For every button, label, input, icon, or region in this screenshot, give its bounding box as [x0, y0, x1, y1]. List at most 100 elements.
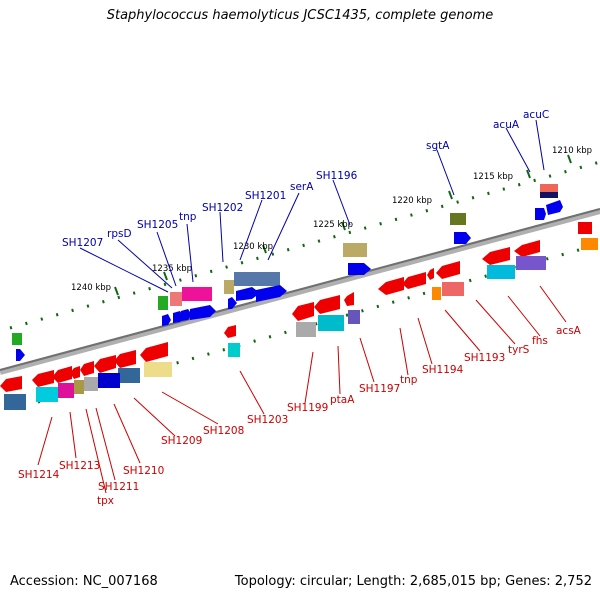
gene-label: SH1209	[161, 435, 202, 447]
gene-label: SH1194	[422, 364, 464, 376]
gene-arrow	[114, 350, 136, 368]
gene-box	[540, 184, 558, 192]
gene-label: SH1207	[62, 237, 103, 249]
top-gene-labels: acuC acuA sgtA SH1196 serA SH1201 SH1202…	[62, 109, 549, 249]
gene-box	[12, 333, 22, 345]
gene-arrow	[224, 325, 236, 338]
gene-box	[228, 343, 240, 357]
gene-label: SH1208	[203, 425, 244, 437]
gene-arrow	[344, 292, 354, 306]
gene-label: SH1210	[123, 465, 164, 477]
gene-arrow	[256, 285, 287, 302]
gene-label: SH1196	[316, 170, 358, 182]
gene-label: tnp	[179, 211, 197, 223]
gene-label: acsA	[556, 325, 582, 337]
gene-arrow	[70, 366, 80, 379]
gene-box	[224, 280, 234, 294]
gene-label: SH1197	[359, 383, 400, 395]
gene-box	[343, 243, 367, 257]
gene-box	[170, 292, 182, 306]
gene-box	[296, 322, 316, 337]
gene-label: ptaA	[330, 394, 355, 406]
gene-arrow	[482, 247, 510, 265]
gene-label: SH1203	[247, 414, 288, 426]
gene-arrow	[546, 200, 563, 215]
gene-box	[540, 192, 558, 198]
gene-arrow	[535, 208, 546, 220]
kbp-label: 1235 kbp	[152, 264, 192, 274]
gene-box	[4, 394, 26, 410]
gene-arrow	[190, 305, 216, 320]
lower-gene-features[interactable]	[0, 240, 546, 410]
gene-box	[318, 315, 344, 331]
gene-label: sgtA	[426, 140, 450, 152]
gene-box	[144, 362, 172, 377]
gene-arrow	[378, 277, 404, 295]
gene-box	[98, 373, 120, 388]
gene-arrow	[162, 314, 171, 326]
gene-arrow	[454, 232, 471, 244]
gene-arrow	[314, 295, 340, 314]
gene-box	[581, 238, 598, 250]
gene-arrow	[181, 309, 192, 321]
gene-box	[118, 368, 140, 383]
gene-label: acuC	[523, 109, 549, 121]
gene-arrow	[402, 272, 426, 289]
gene-arrow	[140, 342, 168, 362]
gene-label: rpsD	[107, 228, 132, 240]
gene-label: tyrS	[508, 344, 530, 356]
kbp-label: 1215 kbp	[473, 172, 513, 182]
gene-label: SH1199	[287, 402, 328, 414]
gene-label: tnp	[400, 374, 418, 386]
gene-label: SH1201	[245, 190, 286, 202]
gene-box	[58, 383, 74, 398]
gene-label: SH1211	[98, 481, 139, 493]
gene-box	[74, 380, 84, 394]
gene-label: SH1214	[18, 469, 60, 481]
gene-label: SH1213	[59, 460, 100, 472]
gene-label: SH1202	[202, 202, 243, 214]
kbp-label: 1225 kbp	[313, 220, 353, 230]
bottom-leader-lines	[37, 285, 567, 494]
gene-box	[158, 296, 168, 310]
gene-arrow	[52, 366, 72, 383]
gene-box	[36, 387, 58, 402]
gene-arrow	[514, 240, 540, 257]
topology-text: Topology: circular; Length: 2,685,015 bp…	[234, 574, 592, 589]
kbp-labels: 1210 kbp 1215 kbp 1220 kbp 1225 kbp 1230…	[71, 146, 592, 293]
gene-arrow	[348, 263, 371, 275]
gene-label: fhs	[532, 335, 548, 347]
gene-arrow	[236, 287, 260, 301]
gene-box	[487, 265, 515, 279]
gene-box	[84, 377, 98, 391]
genome-backbone	[0, 208, 600, 375]
gene-box	[450, 213, 466, 225]
gene-arrow	[292, 302, 314, 321]
upper-gene-features[interactable]	[12, 184, 598, 361]
gene-label: serA	[290, 181, 314, 193]
gene-label: SH1205	[137, 219, 178, 231]
gene-arrow	[427, 268, 434, 280]
accession-text: Accession: NC_007168	[10, 574, 158, 589]
gene-label: tpx	[97, 495, 114, 507]
gene-arrow	[0, 376, 22, 392]
gene-box	[578, 222, 592, 234]
bottom-gene-labels: acsA fhs tyrS SH1193 SH1194 tnp SH1197 p…	[18, 325, 582, 507]
gene-box	[348, 310, 360, 324]
kbp-label: 1220 kbp	[392, 196, 432, 206]
gene-arrow	[436, 261, 460, 279]
genome-title: Staphylococcus haemolyticus JCSC1435, co…	[106, 8, 494, 23]
gene-box	[442, 282, 464, 296]
top-leader-lines	[79, 119, 545, 293]
gene-box	[234, 272, 280, 286]
gene-box	[432, 287, 441, 300]
gene-box	[182, 287, 212, 301]
gene-label: SH1193	[464, 352, 505, 364]
gene-box	[516, 256, 546, 270]
kbp-label: 1240 kbp	[71, 283, 111, 293]
gene-arrow	[16, 349, 25, 361]
gene-arrow	[32, 370, 54, 387]
gene-arrow	[94, 355, 116, 373]
